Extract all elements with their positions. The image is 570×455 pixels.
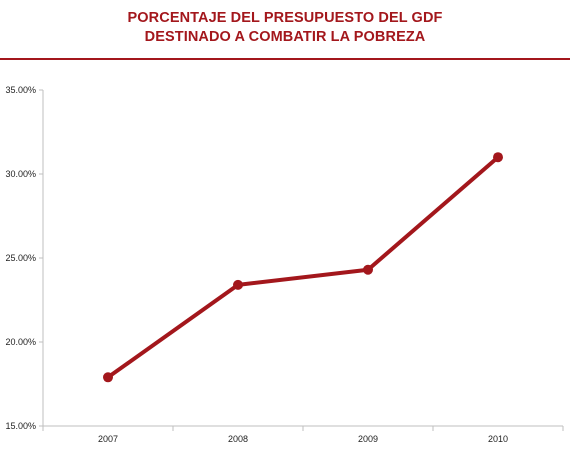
x-axis bbox=[42, 425, 564, 431]
y-axis bbox=[39, 89, 44, 427]
data-point bbox=[363, 264, 373, 275]
y-tick-label: 35.00% bbox=[5, 85, 36, 95]
chart-title-line-1: PORCENTAJE DEL PRESUPUESTO DEL GDF bbox=[127, 10, 443, 26]
series-line-group bbox=[106, 155, 500, 380]
data-point bbox=[103, 372, 113, 383]
chart-title-line-2: DESTINADO A COMBATIR LA POBREZA bbox=[144, 29, 426, 45]
y-tick-label: 25.00% bbox=[5, 253, 36, 263]
y-tick-label: 15.00% bbox=[5, 421, 36, 431]
x-tick-label: 2009 bbox=[358, 434, 378, 444]
x-tick-labels: 2007 2008 2009 2010 bbox=[98, 434, 508, 444]
data-points bbox=[103, 152, 503, 383]
y-tick-label: 20.00% bbox=[5, 337, 36, 347]
x-tick-label: 2010 bbox=[488, 434, 508, 444]
title-divider bbox=[0, 58, 570, 60]
y-tick-labels: 15.00% 20.00% 25.00% 30.00% 35.00% bbox=[5, 85, 36, 431]
x-tick-label: 2008 bbox=[228, 434, 248, 444]
x-tick-label: 2007 bbox=[98, 434, 118, 444]
series-line bbox=[106, 155, 500, 380]
data-point bbox=[493, 152, 503, 163]
chart-title: PORCENTAJE DEL PRESUPUESTO DEL GDF DESTI… bbox=[0, 9, 570, 47]
data-point bbox=[233, 279, 243, 290]
y-tick-label: 30.00% bbox=[5, 169, 36, 179]
